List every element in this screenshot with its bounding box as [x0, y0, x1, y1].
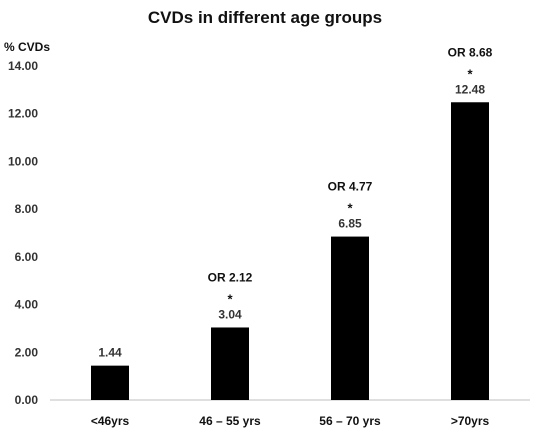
x-category-label: 46 – 55 yrs	[199, 414, 261, 428]
bar	[211, 327, 249, 400]
y-tick-label: 8.00	[15, 202, 39, 216]
y-tick-label: 2.00	[15, 345, 39, 359]
bar	[91, 365, 129, 400]
x-axis-categories: <46yrs 46 – 55 yrs 56 – 70 yrs >70yrs	[91, 414, 490, 428]
y-tick-label: 6.00	[15, 250, 39, 264]
odds-ratio-label: OR 4.77	[328, 180, 373, 194]
y-tick-label: 0.00	[15, 393, 39, 407]
value-label: 1.44	[98, 346, 122, 360]
x-category-label: <46yrs	[91, 414, 130, 428]
significance-marker: *	[347, 201, 353, 216]
y-axis-label: % CVDs	[4, 40, 50, 54]
bar	[451, 102, 489, 401]
y-axis-ticks: 0.00 2.00 4.00 6.00 8.00 10.00 12.00 14.00	[8, 59, 38, 407]
bars	[91, 102, 489, 401]
y-tick-label: 12.00	[8, 107, 38, 121]
y-tick-label: 4.00	[15, 298, 39, 312]
odds-ratio-label: OR 8.68	[448, 45, 493, 59]
x-category-label: 56 – 70 yrs	[319, 414, 381, 428]
value-label: 6.85	[338, 217, 362, 231]
value-label: 12.48	[455, 82, 485, 96]
bar	[331, 236, 369, 400]
y-tick-label: 10.00	[8, 154, 38, 168]
value-label: 3.04	[218, 307, 242, 321]
significance-marker: *	[227, 291, 233, 306]
x-category-label: >70yrs	[451, 414, 490, 428]
significance-marker: *	[467, 66, 473, 81]
y-tick-label: 14.00	[8, 59, 38, 73]
chart-title: CVDs in different age groups	[148, 8, 382, 27]
odds-ratio-label: OR 2.12	[208, 270, 253, 284]
